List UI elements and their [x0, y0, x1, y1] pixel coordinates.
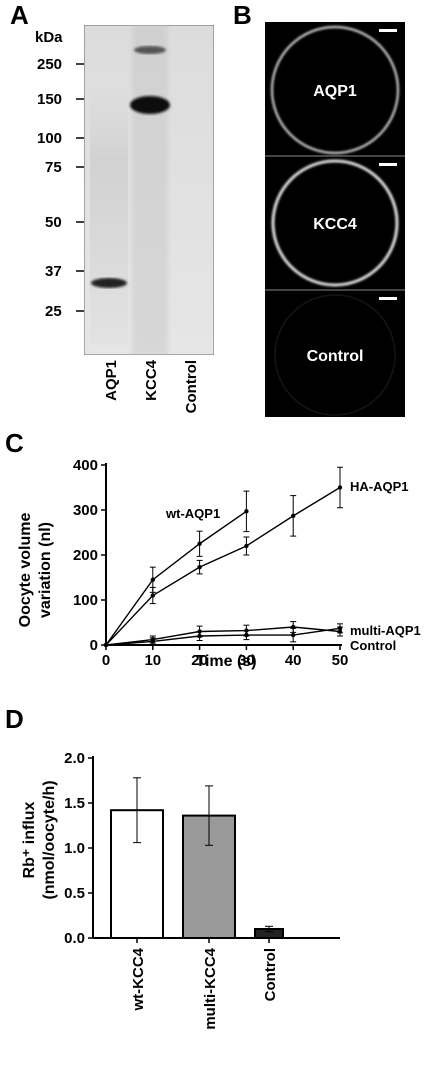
cell-label-control: Control	[307, 348, 364, 365]
data-point	[244, 632, 249, 638]
category-label-control: Control	[262, 948, 279, 1001]
series-line	[105, 486, 341, 646]
y-axis-label-line2: variation (nl)	[37, 522, 54, 618]
data-point	[197, 633, 202, 639]
x-tick-label: 10	[144, 652, 161, 669]
series-label-ha-aqp1: HA-AQP1	[350, 479, 409, 494]
band-kcc4-250	[134, 46, 166, 54]
series-line	[105, 627, 341, 646]
y-tick-label: 0	[90, 637, 98, 654]
panel-letter-b: B	[233, 0, 252, 30]
category-label-multi-kcc4: multi-KCC4	[202, 947, 219, 1029]
lane-label-aqp1: AQP1	[103, 360, 120, 401]
x-axis-label: Time (s)	[195, 653, 256, 670]
lane-aqp1-smear	[90, 85, 128, 345]
data-point	[337, 485, 343, 490]
marker-75: 75	[45, 159, 62, 176]
series-label-wt-aqp1: wt-AQP1	[165, 506, 220, 521]
data-point	[244, 509, 249, 514]
marker-250: 250	[37, 56, 63, 73]
rb-influx-bar-chart: Rb⁺ influx (nmol/oocyte/h) 0.0 0.5 1.0 1.5 2…	[21, 750, 340, 1030]
kda-label: kDa	[35, 29, 63, 46]
y-tick-label: 0.5	[64, 885, 85, 902]
band-aqp1-32	[91, 278, 127, 288]
y-tick-label: 0.0	[64, 930, 85, 947]
y-tick-label: 300	[73, 502, 98, 519]
y-axis-label-line2: (nmol/oocyte/h)	[41, 780, 58, 899]
cell-aqp1	[270, 25, 400, 155]
lane-labels: AQP1 KCC4 Control	[103, 359, 200, 413]
data-point	[150, 577, 155, 582]
y-tick-label: 100	[73, 592, 98, 609]
x-tick-label: 20	[191, 652, 208, 669]
category-label-wt-kcc4: wt-KCC4	[130, 947, 147, 1011]
cell-kcc4	[271, 159, 399, 287]
x-tick-label: 30	[238, 652, 255, 669]
data-point	[103, 642, 109, 648]
data-point	[197, 541, 202, 546]
lane-label-control: Control	[183, 360, 200, 413]
y-tick-label: 1.5	[64, 795, 85, 812]
y-tick-label: 200	[73, 547, 98, 564]
y-axis-label-line1: Rb⁺ influx	[21, 801, 38, 878]
y-tick-label: 400	[73, 457, 98, 474]
marker-150: 150	[37, 91, 63, 108]
cell-label-aqp1: AQP1	[313, 83, 357, 100]
x-tick-label: 0	[102, 652, 110, 669]
panel-letter-d: D	[5, 704, 24, 734]
lane-kcc4-smear	[132, 25, 168, 355]
marker-50: 50	[45, 214, 62, 231]
cell-label-kcc4: KCC4	[313, 216, 357, 233]
series-ha-aqp1	[103, 466, 343, 648]
data-point	[244, 543, 249, 549]
data-point	[291, 632, 296, 638]
data-point	[150, 593, 155, 598]
series-control	[103, 623, 343, 648]
band-kcc4-150	[130, 96, 170, 114]
y-tick-label: 2.0	[64, 750, 85, 767]
fluorescence-images: AQP1 KCC4 Control	[265, 22, 405, 417]
x-tick-label: 50	[332, 652, 349, 669]
y-tick-label: 1.0	[64, 840, 85, 857]
series-label-control: Control	[350, 638, 396, 653]
series-line	[105, 510, 247, 646]
x-tick-label: 40	[285, 652, 302, 669]
cell-control	[274, 294, 397, 416]
series-multi-aqp1	[103, 621, 343, 648]
data-point	[291, 513, 296, 519]
western-blot	[84, 25, 214, 355]
marker-37: 37	[45, 263, 62, 280]
series-label-multi-aqp1: multi-AQP1	[350, 623, 421, 638]
marker-25: 25	[45, 303, 62, 320]
panel-letter-a: A	[10, 0, 29, 30]
panel-letter-c: C	[5, 428, 24, 458]
lane-label-kcc4: KCC4	[143, 359, 160, 400]
marker-100: 100	[37, 130, 63, 147]
series-line	[105, 626, 341, 646]
volume-line-chart: Oocyte volume variation (nl) Time (s) 0 1…	[17, 457, 421, 670]
data-point	[150, 639, 155, 644]
marker-ticks	[76, 63, 84, 312]
y-axis-label-line1: Oocyte volume	[17, 513, 34, 628]
data-point	[337, 626, 343, 631]
data-point	[197, 564, 202, 570]
